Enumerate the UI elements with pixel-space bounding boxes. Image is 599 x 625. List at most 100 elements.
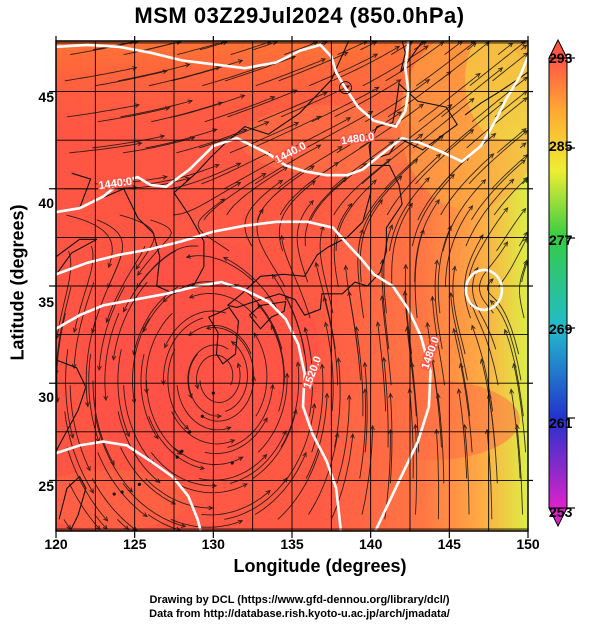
streamline	[146, 380, 182, 455]
colorbar-tick-label: 269	[549, 321, 573, 337]
streamline	[186, 255, 255, 283]
coastlines	[56, 41, 528, 531]
y-tick-label: 40	[38, 195, 54, 211]
streamline-arrow	[264, 121, 270, 126]
streamline-arrow	[471, 324, 476, 331]
streamline-arrow	[320, 58, 327, 63]
streamline-arrow	[385, 158, 391, 164]
streamline	[361, 425, 374, 515]
streamline	[464, 424, 470, 515]
streamline	[438, 41, 490, 82]
streamline-arrow	[91, 328, 96, 334]
streamline-arrow	[194, 384, 200, 390]
streamline	[167, 349, 189, 430]
streamline	[355, 326, 364, 417]
streamline	[94, 416, 133, 493]
streamline-arrow	[469, 97, 475, 103]
streamline	[444, 41, 463, 55]
contour-closed	[464, 268, 504, 312]
streamline	[324, 322, 334, 412]
streamline-arrow	[521, 128, 527, 133]
streamline	[176, 482, 248, 494]
streamline-arrow	[522, 44, 528, 50]
streamline	[97, 452, 148, 517]
streamline-arrow	[314, 261, 320, 268]
streamline-arrow	[295, 361, 301, 367]
colorbar-tick-label: 293	[549, 50, 573, 66]
streamline-arrow	[188, 393, 193, 399]
streamline	[414, 199, 440, 283]
streamline	[358, 175, 403, 247]
streamline	[224, 56, 296, 82]
streamline-arrow	[481, 178, 487, 185]
streamline-arrow	[423, 45, 429, 51]
streamline	[435, 429, 440, 520]
temperature-field	[56, 41, 528, 531]
credit-data-source: Data from http://database.rish.kyoto-u.a…	[149, 608, 450, 620]
streamline	[91, 478, 138, 531]
island	[137, 482, 141, 486]
streamline-arrow	[107, 262, 113, 269]
streamline	[471, 76, 528, 123]
streamline-arrow	[269, 96, 276, 101]
streamline	[230, 41, 271, 56]
wind-streamlines	[56, 41, 528, 531]
streamline	[227, 384, 274, 448]
streamline-arrow	[334, 432, 340, 438]
streamline-arrow	[282, 429, 287, 436]
streamline-arrow	[310, 180, 317, 186]
streamline-arrow	[521, 142, 527, 148]
streamline	[204, 96, 275, 123]
coastline	[56, 359, 87, 452]
streamline-arrow	[69, 433, 75, 439]
streamline	[304, 177, 347, 247]
y-tick-label: 45	[38, 89, 54, 105]
streamline	[162, 317, 204, 385]
streamline-arrow	[242, 483, 248, 488]
island	[200, 414, 204, 418]
streamline-arrow	[164, 343, 169, 349]
streamline-arrow	[413, 423, 418, 430]
streamline-arrow	[153, 434, 159, 440]
streamline	[164, 310, 227, 348]
streamline-arrow	[235, 162, 242, 168]
streamline-arrow	[520, 159, 526, 165]
streamline-arrow	[135, 264, 141, 270]
streamline-arrow	[350, 433, 355, 439]
streamline-arrow	[240, 94, 246, 99]
streamline-arrow	[407, 387, 413, 394]
streamline	[519, 142, 527, 149]
streamline	[253, 332, 268, 417]
streamline-arrow	[394, 45, 401, 51]
streamline	[120, 100, 193, 118]
colorbar-tick-label: 253	[549, 504, 573, 520]
streamline	[311, 86, 380, 123]
streamline	[383, 357, 389, 448]
streamline-arrow	[188, 293, 195, 299]
streamline-arrow	[434, 259, 440, 265]
streamline-arrow	[155, 478, 161, 484]
streamline	[176, 41, 225, 56]
x-tick-label: 125	[123, 536, 147, 552]
streamline-arrow	[488, 278, 494, 284]
streamline	[519, 260, 528, 319]
coastline	[368, 82, 458, 161]
streamline	[104, 313, 120, 401]
streamline-arrow	[523, 237, 528, 243]
streamline	[66, 104, 140, 118]
streamline-arrow	[183, 424, 190, 430]
streamline-arrow	[111, 355, 117, 361]
streamline-arrow	[219, 198, 226, 204]
streamline	[504, 329, 524, 417]
streamline	[223, 257, 280, 314]
streamline-arrow	[265, 489, 271, 495]
height-contours	[56, 41, 528, 531]
streamline-arrow	[503, 241, 509, 247]
streamline-arrow	[258, 208, 264, 214]
streamline	[226, 166, 288, 216]
streamline	[119, 214, 155, 270]
streamline	[189, 293, 257, 319]
streamline	[415, 129, 474, 185]
streamline-arrow	[468, 204, 474, 211]
streamline-arrow	[489, 299, 495, 306]
